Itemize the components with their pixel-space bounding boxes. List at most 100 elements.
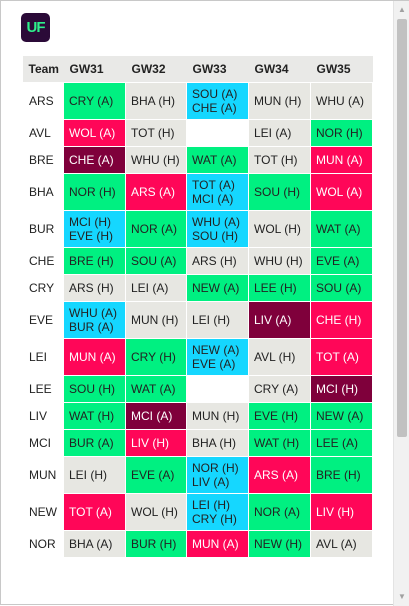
fixture-cell: BUR (A) bbox=[63, 429, 126, 457]
fixture-cell: SOU (A) bbox=[125, 247, 187, 275]
fixture-label: NOR (A) bbox=[254, 505, 300, 519]
team-cell: LIV bbox=[22, 402, 64, 430]
fixture-label: MCI (H) bbox=[69, 215, 111, 229]
fixture-cell: NOR (A) bbox=[248, 493, 311, 531]
fixture-label: LEI (A) bbox=[131, 281, 169, 295]
fixture-cell: MCI (H) bbox=[310, 375, 373, 403]
team-cell: LEE bbox=[22, 375, 64, 403]
table-row: BUR MCI (H) EVE (H) NOR (A) WHU (A) SOU (H) WO… bbox=[22, 210, 373, 248]
table-row: LIV WAT (H) MCI (A) MUN (H) EVE (H) NEW (A) bbox=[22, 402, 373, 430]
fixture-cell: WHU (A) bbox=[310, 82, 373, 120]
fixture-label: SOU (H) bbox=[69, 382, 115, 396]
fixture-label: WHU (H) bbox=[254, 254, 303, 268]
header-gw34[interactable]: GW34 bbox=[248, 56, 311, 83]
fixture-cell: WAT (A) bbox=[125, 375, 187, 403]
fixture-cell: MUN (H) bbox=[125, 301, 187, 339]
fixture-label: EVE (A) bbox=[316, 254, 360, 268]
fixture-label: SOU (A) bbox=[316, 281, 362, 295]
scroll-down-arrow-icon[interactable]: ▼ bbox=[398, 592, 406, 601]
fixture-label: WHU (A) bbox=[69, 306, 117, 320]
fixture-cell: AVL (A) bbox=[310, 530, 373, 558]
fixture-label: MUN (A) bbox=[316, 153, 363, 167]
fixture-cell: ARS (A) bbox=[125, 173, 187, 211]
scroll-up-arrow-icon[interactable]: ▲ bbox=[398, 5, 406, 14]
fixture-cell: NEW (A) bbox=[186, 274, 249, 302]
fixture-label: BHA (A) bbox=[69, 537, 113, 551]
team-cell: MCI bbox=[22, 429, 64, 457]
fixture-label: WAT (A) bbox=[316, 222, 361, 236]
fixture-cell: MUN (H) bbox=[248, 82, 311, 120]
fixture-cell: NOR (H) bbox=[63, 173, 126, 211]
fixture-cell: AVL (H) bbox=[248, 338, 311, 376]
fixture-cell: NOR (H) LIV (A) bbox=[186, 456, 249, 494]
fixture-cell: WAT (A) bbox=[186, 146, 249, 174]
team-cell: BUR bbox=[22, 210, 64, 248]
fixture-label: MCI (H) bbox=[316, 382, 358, 396]
fixture-cell: WOL (H) bbox=[248, 210, 311, 248]
app-logo[interactable]: UF bbox=[21, 13, 50, 42]
table-row: NEW TOT (A) WOL (H) LEI (H) CRY (H) NOR (A) LI… bbox=[22, 493, 373, 531]
fixture-cell: CHE (H) bbox=[310, 301, 373, 339]
fixture-label: LIV (H) bbox=[131, 436, 170, 450]
fixture-label: NOR (H) bbox=[69, 185, 116, 199]
fixture-cell: LIV (H) bbox=[125, 429, 187, 457]
fixture-label: BHA (H) bbox=[192, 436, 237, 450]
team-cell: AVL bbox=[22, 119, 64, 147]
fixture-cell: LEE (H) bbox=[248, 274, 311, 302]
fixture-label: BHA (H) bbox=[131, 94, 176, 108]
fixture-cell: SOU (A) bbox=[310, 274, 373, 302]
fixture-cell: WHU (A) SOU (H) bbox=[186, 210, 249, 248]
team-cell: NOR bbox=[22, 530, 64, 558]
fixture-cell: LIV (H) bbox=[310, 493, 373, 531]
fixture-label: ARS (A) bbox=[254, 468, 299, 482]
fixture-cell: CRY (A) bbox=[63, 82, 126, 120]
header-team[interactable]: Team bbox=[22, 56, 64, 83]
fixture-label: MUN (H) bbox=[254, 94, 302, 108]
table-row: ARS CRY (A) BHA (H) SOU (A) CHE (A) MUN (H) WH… bbox=[22, 82, 373, 120]
header-gw31[interactable]: GW31 bbox=[63, 56, 126, 83]
fixture-label: WOL (H) bbox=[254, 222, 301, 236]
fixture-label: CRY (H) bbox=[192, 512, 237, 526]
team-cell: NEW bbox=[22, 493, 64, 531]
fixture-label: MCI (A) bbox=[192, 192, 234, 206]
fixture-label: CHE (A) bbox=[69, 153, 114, 167]
fixture-label: WAT (H) bbox=[254, 436, 300, 450]
table-row: AVL WOL (A) TOT (H) LEI (A) NOR (H) bbox=[22, 119, 373, 147]
fixture-label: MUN (A) bbox=[192, 537, 239, 551]
fixture-label: WAT (A) bbox=[192, 153, 237, 167]
blank-fixture-cell bbox=[186, 375, 249, 403]
table-row: MUN LEI (H) EVE (A) NOR (H) LIV (A) ARS (A) BR… bbox=[22, 456, 373, 494]
fixture-label: AVL (H) bbox=[254, 350, 296, 364]
team-cell: CHE bbox=[22, 247, 64, 275]
fixture-cell: WOL (H) bbox=[125, 493, 187, 531]
fixture-cell: WAT (H) bbox=[63, 402, 126, 430]
fixture-label: LEE (H) bbox=[254, 281, 297, 295]
fixture-label: TOT (H) bbox=[254, 153, 298, 167]
fixture-cell: ARS (H) bbox=[186, 247, 249, 275]
scrollbar[interactable]: ▲ ▼ bbox=[393, 1, 409, 606]
fixture-label: LEI (H) bbox=[192, 498, 231, 512]
team-cell: EVE bbox=[22, 301, 64, 339]
fixture-label: WAT (H) bbox=[69, 409, 115, 423]
scrollbar-thumb[interactable] bbox=[397, 19, 407, 437]
table-header-row: Team GW31 GW32 GW33 GW34 GW35 bbox=[22, 56, 373, 83]
header-gw33[interactable]: GW33 bbox=[186, 56, 249, 83]
fixture-cell: TOT (H) bbox=[248, 146, 311, 174]
fixture-label: SOU (A) bbox=[131, 254, 177, 268]
fixture-cell: LEE (A) bbox=[310, 429, 373, 457]
logo-text: UF bbox=[26, 19, 46, 36]
fixture-cell: TOT (A) MCI (A) bbox=[186, 173, 249, 211]
fixture-cell: CHE (A) bbox=[63, 146, 126, 174]
table-row: MCI BUR (A) LIV (H) BHA (H) WAT (H) LEE (A) bbox=[22, 429, 373, 457]
fixture-label: CRY (H) bbox=[131, 350, 176, 364]
header-gw32[interactable]: GW32 bbox=[125, 56, 187, 83]
fixture-label: LEI (H) bbox=[69, 468, 108, 482]
header-gw35[interactable]: GW35 bbox=[310, 56, 373, 83]
fixture-cell: WOL (A) bbox=[310, 173, 373, 211]
team-cell: CRY bbox=[22, 274, 64, 302]
fixture-cell: WHU (H) bbox=[125, 146, 187, 174]
fixture-cell: BRE (H) bbox=[310, 456, 373, 494]
fixture-label: NEW (A) bbox=[192, 343, 240, 357]
fixture-label: WHU (A) bbox=[316, 94, 364, 108]
fixture-label: LEI (H) bbox=[192, 313, 231, 327]
